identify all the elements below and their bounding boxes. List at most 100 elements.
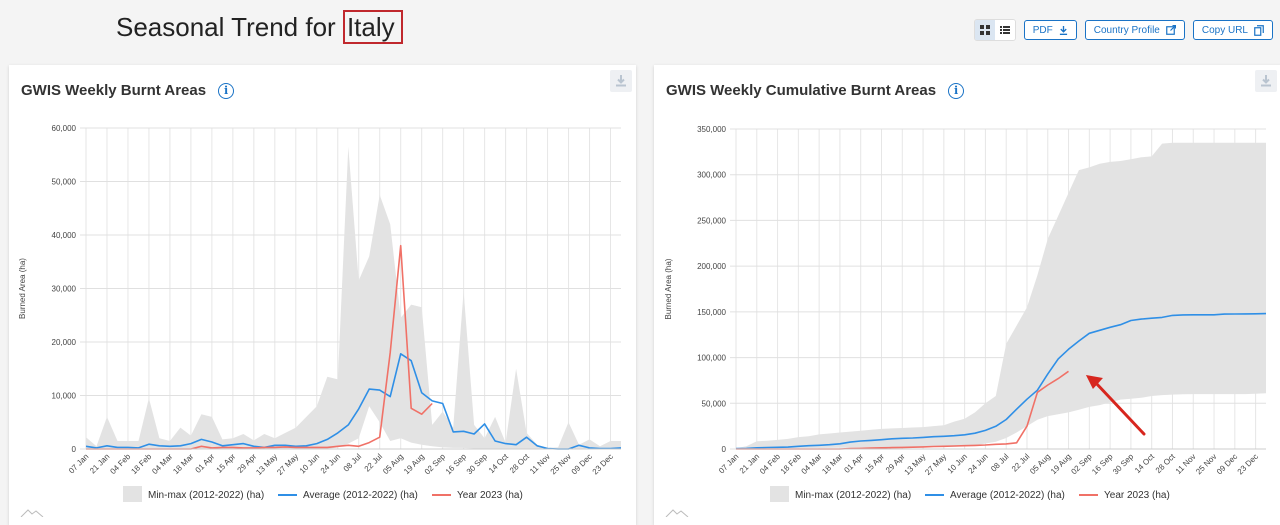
chart-download-button[interactable] <box>610 70 632 92</box>
x-tick-label: 24 Jun <box>319 452 342 475</box>
x-tick-label: 02 Sep <box>1069 452 1094 477</box>
country-profile-button[interactable]: Country Profile <box>1084 20 1185 40</box>
y-tick-label: 150,000 <box>697 308 726 317</box>
x-tick-label: 19 Aug <box>402 452 426 476</box>
download-icon <box>1059 25 1067 35</box>
x-tick-label: 10 Jun <box>946 452 969 475</box>
weekly-cumulative-burnt-areas-chart: 0 50,000 100,000 150,000 200,000 250,000 300,0… <box>664 125 1267 517</box>
copy-url-button[interactable]: Copy URL <box>1192 20 1273 40</box>
x-tick-label: 09 Dec <box>570 452 594 476</box>
legend: Min-max (2012-2022) (ha) Average (2012-20… <box>123 486 523 502</box>
y-tick-label: 200,000 <box>697 262 726 271</box>
x-tick-label: 16 Sep <box>1090 452 1115 477</box>
list-view-icon[interactable] <box>994 20 1015 40</box>
x-tick-label: 13 May <box>903 452 928 477</box>
toolbar: PDF Country Profile Copy URL <box>973 19 1273 41</box>
legend-label-year: Year 2023 (ha) <box>457 490 523 501</box>
chart-title-text: GWIS Weekly Cumulative Burnt Areas <box>666 82 937 99</box>
weekly-burnt-areas-panel: GWIS Weekly Burnt Areas i 0 10,000 20,000 3… <box>9 65 636 525</box>
copy-url-label: Copy URL <box>1201 24 1248 36</box>
y-tick-label: 20,000 <box>52 338 77 347</box>
legend-label-range: Min-max (2012-2022) (ha) <box>795 490 911 501</box>
external-link-icon <box>1166 25 1176 35</box>
x-tick-label: 27 May <box>923 452 948 477</box>
x-tick-label: 16 Sep <box>444 452 469 477</box>
y-tick-label: 10,000 <box>52 392 77 401</box>
chart-title-text: GWIS Weekly Burnt Areas <box>21 82 207 99</box>
arrow-shaft <box>1094 381 1146 436</box>
weekly-burnt-areas-chart: 0 10,000 20,000 30,000 40,000 50,000 60,000 07 … <box>18 124 622 517</box>
average-line <box>85 352 622 450</box>
y-axis-title: Burned Area (ha) <box>18 258 27 319</box>
x-tick-label: 25 Nov <box>549 452 573 476</box>
x-tick-label: 05 Aug <box>381 452 405 476</box>
y-tick-label: 50,000 <box>702 399 727 408</box>
x-tick-label: 28 Oct <box>1154 452 1178 476</box>
x-tick-label: 18 Mar <box>171 452 195 476</box>
x-tick-label: 27 May <box>275 452 300 477</box>
download-icon <box>616 75 626 87</box>
annotation-arrow-icon <box>1085 375 1146 436</box>
legend-label-average: Average (2012-2022) (ha) <box>303 490 418 501</box>
x-tick-label: 30 Sep <box>465 452 490 477</box>
info-icon[interactable]: i <box>218 82 235 99</box>
x-tick-label: 15 Apr <box>863 452 886 475</box>
y-tick-label: 300,000 <box>697 171 726 180</box>
x-tick-label: 01 Apr <box>842 452 865 475</box>
legend-label-range: Min-max (2012-2022) (ha) <box>148 490 264 501</box>
x-tick-label: 04 Mar <box>800 452 824 476</box>
y-tick-label: 0 <box>72 445 77 454</box>
x-tick-label: 30 Sep <box>1111 452 1136 477</box>
x-tick-label: 19 Aug <box>1049 452 1073 476</box>
x-tick-label: 04 Feb <box>758 452 782 476</box>
y-tick-label: 0 <box>722 445 727 454</box>
x-tick-label: 13 May <box>254 452 279 477</box>
y-tick-label: 40,000 <box>52 231 77 240</box>
x-tick-label: 04 Feb <box>108 452 132 476</box>
page-title-prefix: Seasonal Trend for <box>116 12 336 42</box>
x-tick-label: 07 Jan <box>67 452 90 475</box>
x-tick-label: 02 Sep <box>423 452 448 477</box>
y-tick-label: 50,000 <box>52 178 77 187</box>
weekly-cumulative-burnt-areas-panel: GWIS Weekly Cumulative Burnt Areas i 0 50… <box>654 65 1280 525</box>
average-line <box>735 312 1267 450</box>
y-tick-label: 100,000 <box>697 354 726 363</box>
x-tick-label: 09 Dec <box>1215 452 1239 476</box>
x-tick-label: 04 Mar <box>150 452 174 476</box>
copy-icon <box>1254 24 1264 36</box>
x-tick-label: 07 Jan <box>717 452 740 475</box>
x-tick-label: 24 Jun <box>966 452 989 475</box>
x-tick-label: 08 Jul <box>342 452 364 474</box>
x-tick-label: 11 Nov <box>528 452 552 476</box>
min-max-range-area <box>736 142 1266 449</box>
page-title: Seasonal Trend for Italy <box>116 10 403 44</box>
arrow-head <box>1085 375 1103 390</box>
x-tick-label: 18 Mar <box>820 452 844 476</box>
min-max-range-area <box>86 146 621 449</box>
chart-title: GWIS Weekly Burnt Areas i <box>21 82 235 99</box>
info-icon[interactable]: i <box>948 82 965 99</box>
x-tick-label: 10 Jun <box>298 452 321 475</box>
x-tick-label: 18 Feb <box>129 452 153 476</box>
y-tick-label: 60,000 <box>52 124 77 133</box>
legend: Min-max (2012-2022) (ha) Average (2012-20… <box>770 486 1170 502</box>
view-toggle <box>973 19 1016 41</box>
x-tick-label: 23 Dec <box>1236 452 1260 476</box>
x-tick-label: 28 Oct <box>508 452 532 476</box>
x-tick-label: 25 Nov <box>1194 452 1218 476</box>
x-tick-label: 01 Apr <box>194 452 217 475</box>
legend-swatch-range <box>123 486 142 502</box>
pdf-button[interactable]: PDF <box>1023 20 1077 40</box>
x-tick-label: 15 Apr <box>215 452 238 475</box>
x-tick-label: 08 Jul <box>989 452 1011 474</box>
x-tick-label: 21 Jan <box>738 452 761 475</box>
x-tick-label: 14 Oct <box>1133 452 1157 476</box>
grid-view-icon[interactable] <box>974 20 995 40</box>
mountain-logo-icon <box>20 509 44 517</box>
chart-download-button[interactable] <box>1255 70 1277 92</box>
y-axis-title: Burned Area (ha) <box>664 258 673 319</box>
legend-label-year: Year 2023 (ha) <box>1104 490 1170 501</box>
y-tick-label: 250,000 <box>697 216 726 225</box>
x-tick-label: 05 Aug <box>1028 452 1052 476</box>
x-tick-label: 14 Oct <box>487 452 511 476</box>
